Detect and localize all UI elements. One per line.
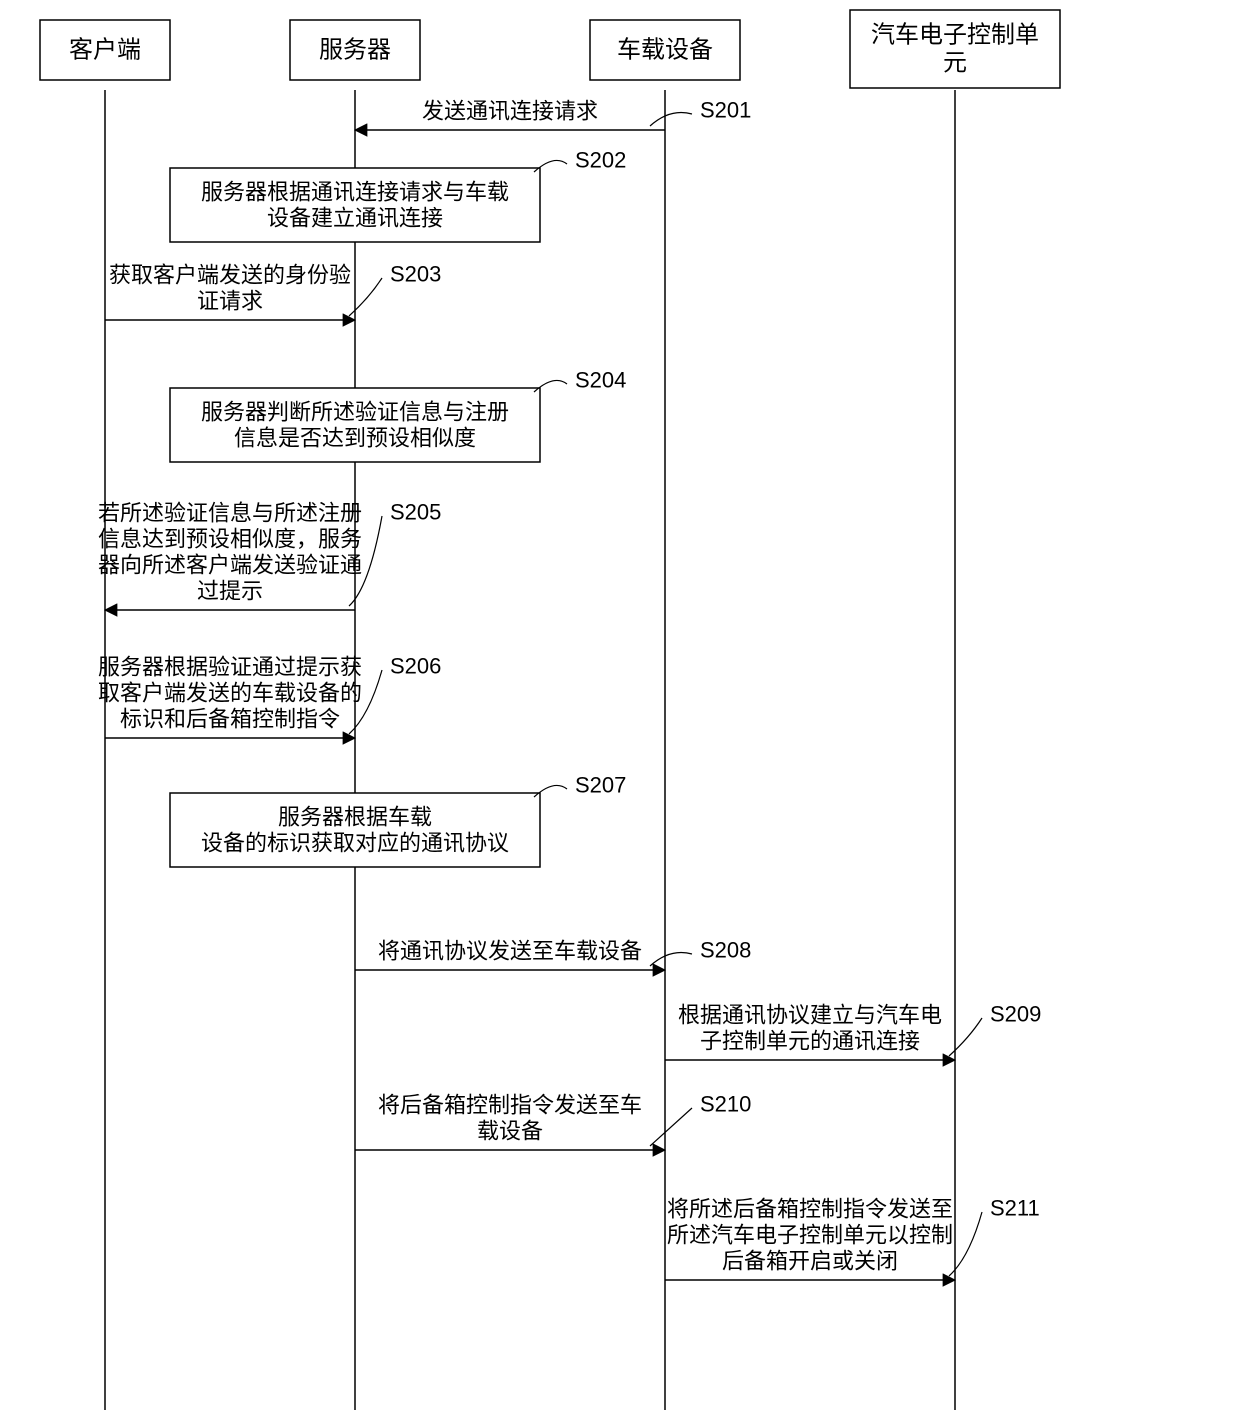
svg-text:元: 元 (943, 50, 967, 77)
step-label: S205 (390, 500, 441, 525)
step-label: S204 (575, 368, 626, 393)
svg-text:器向所述客户端发送验证通: 器向所述客户端发送验证通 (98, 553, 362, 578)
svg-text:所述汽车电子控制单元以控制: 所述汽车电子控制单元以控制 (667, 1223, 953, 1248)
svg-text:载设备: 载设备 (477, 1119, 543, 1144)
svg-text:客户端: 客户端 (69, 37, 141, 64)
svg-text:过提示: 过提示 (197, 579, 263, 604)
step-label: S203 (390, 262, 441, 287)
step-label: S208 (700, 938, 751, 963)
svg-text:将后备箱控制指令发送至车: 将后备箱控制指令发送至车 (378, 1093, 642, 1118)
step-label: S202 (575, 148, 626, 173)
svg-text:将所述后备箱控制指令发送至: 将所述后备箱控制指令发送至 (667, 1197, 953, 1222)
step-label: S207 (575, 773, 626, 798)
svg-text:汽车电子控制单: 汽车电子控制单 (871, 22, 1039, 49)
svg-text:信息是否达到预设相似度: 信息是否达到预设相似度 (234, 426, 476, 451)
svg-text:标识和后备箱控制指令: 标识和后备箱控制指令 (120, 707, 340, 732)
svg-text:设备建立通讯连接: 设备建立通讯连接 (267, 206, 443, 231)
svg-text:服务器根据车载: 服务器根据车载 (278, 805, 432, 830)
svg-text:根据通讯协议建立与汽车电: 根据通讯协议建立与汽车电 (678, 1003, 942, 1028)
svg-text:车载设备: 车载设备 (617, 37, 713, 64)
step-label: S206 (390, 654, 441, 679)
step-label: S211 (990, 1196, 1040, 1221)
step-label: S209 (990, 1002, 1041, 1027)
svg-text:若所述验证信息与所述注册: 若所述验证信息与所述注册 (98, 501, 362, 526)
svg-text:获取客户端发送的身份验: 获取客户端发送的身份验 (109, 263, 351, 288)
step-label: S210 (700, 1092, 751, 1117)
svg-text:后备箱开启或关闭: 后备箱开启或关闭 (722, 1249, 898, 1274)
svg-text:取客户端发送的车载设备的: 取客户端发送的车载设备的 (98, 681, 362, 706)
svg-text:服务器根据通讯连接请求与车载: 服务器根据通讯连接请求与车载 (201, 180, 509, 205)
svg-text:信息达到预设相似度，服务: 信息达到预设相似度，服务 (98, 527, 362, 552)
svg-text:证请求: 证请求 (197, 289, 263, 314)
svg-text:发送通讯连接请求: 发送通讯连接请求 (422, 99, 598, 124)
svg-text:服务器判断所述验证信息与注册: 服务器判断所述验证信息与注册 (201, 400, 509, 425)
svg-text:将通讯协议发送至车载设备: 将通讯协议发送至车载设备 (378, 939, 642, 964)
svg-text:服务器: 服务器 (319, 37, 391, 64)
sequence-diagram: 客户端 服务器 车载设备 汽车电子控制单元发送通讯连接请求 S201 服务器根据通讯连接请… (0, 0, 1240, 1417)
svg-text:服务器根据验证通过提示获: 服务器根据验证通过提示获 (98, 655, 362, 680)
svg-text:子控制单元的通讯连接: 子控制单元的通讯连接 (700, 1029, 920, 1054)
step-label: S201 (700, 98, 751, 123)
svg-text:设备的标识获取对应的通讯协议: 设备的标识获取对应的通讯协议 (201, 831, 509, 856)
